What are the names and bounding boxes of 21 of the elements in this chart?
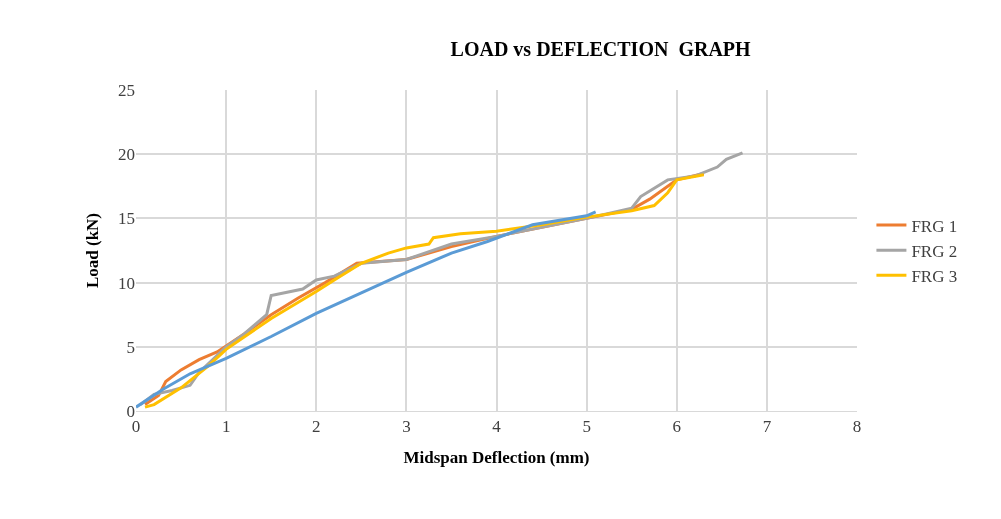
chart-title: LOAD vs DEFLECTION GRAPH	[450, 37, 752, 60]
y-tick-label: 5	[126, 337, 135, 357]
legend-label: FRG 1	[911, 216, 958, 236]
y-axis-title: Load (kN)	[82, 212, 102, 289]
x-tick-label: 5	[582, 417, 591, 437]
y-tick-label: 15	[118, 209, 135, 229]
x-tick-label: 6	[672, 417, 681, 437]
y-tick-label: 20	[118, 145, 135, 165]
x-tick-label: 1	[221, 417, 231, 437]
x-tick-label: 4	[492, 417, 502, 437]
y-tick-label: 25	[118, 80, 135, 100]
y-tick-label: 0	[126, 401, 135, 421]
x-tick-label: 8	[852, 417, 862, 437]
legend-label: FRG 3	[911, 266, 958, 286]
x-tick-label: 2	[312, 417, 321, 437]
line-series	[136, 210, 598, 409]
x-tick-label: 3	[402, 417, 411, 437]
x-tick-label: 7	[762, 417, 772, 437]
x-axis-title: Midspan Deflection (mm)	[403, 447, 590, 467]
legend-label: FRG 2	[911, 241, 958, 261]
y-tick-label: 10	[118, 273, 135, 293]
